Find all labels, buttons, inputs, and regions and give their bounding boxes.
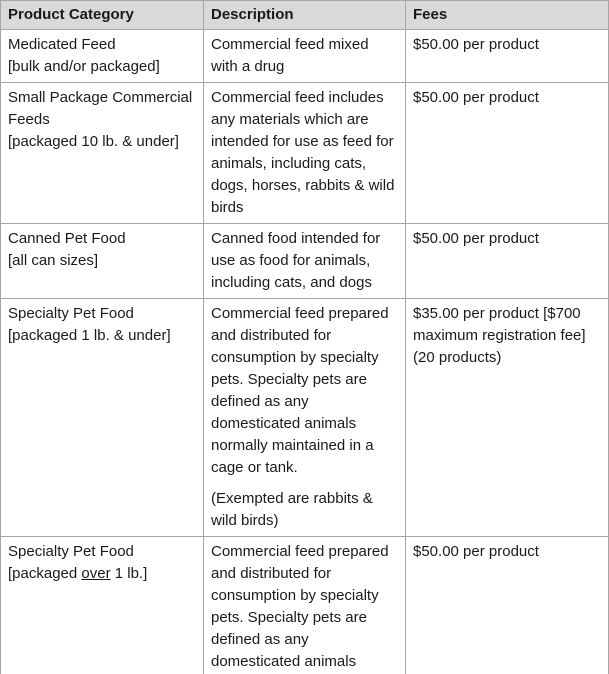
description-text: Commercial feed includes any materials w… (211, 89, 395, 216)
table-row: Small Package Commercial Feeds [packaged… (0, 82, 609, 224)
fee-cell: $35.00 per product [$700 maximum registr… (405, 298, 609, 537)
category-cell: Medicated Feed [bulk and/or packaged] (0, 29, 204, 83)
column-header-product-category: Product Category (0, 0, 204, 30)
category-cell: Specialty Pet Food [packaged over 1 lb.] (0, 536, 204, 674)
fee-text: $50.00 per product (413, 230, 539, 247)
category-cell: Canned Pet Food [all can sizes] (0, 223, 204, 299)
fee-text: $50.00 per product (413, 36, 539, 53)
description-text: Commercial feed prepared and distributed… (211, 305, 389, 476)
table-row: Medicated Feed [bulk and/or packaged] Co… (0, 29, 609, 83)
fee-text: $50.00 per product (413, 89, 539, 106)
category-name: Medicated Feed (8, 36, 116, 53)
description-text: Commercial feed mixed with a drug (211, 36, 369, 75)
table-row: Specialty Pet Food [packaged over 1 lb.]… (0, 536, 609, 674)
fee-cell: $50.00 per product (405, 82, 609, 224)
category-name: Specialty Pet Food (8, 305, 134, 322)
category-cell: Small Package Commercial Feeds [packaged… (0, 82, 204, 224)
description-cell: Commercial feed prepared and distributed… (203, 536, 406, 674)
category-name: Canned Pet Food (8, 230, 126, 247)
column-header-fees: Fees (405, 0, 609, 30)
category-qualifier: [packaged 1 lb. & under] (8, 327, 171, 344)
category-cell: Specialty Pet Food [packaged 1 lb. & und… (0, 298, 204, 537)
category-name: Small Package Commercial Feeds (8, 89, 193, 128)
table-row: Specialty Pet Food [packaged 1 lb. & und… (0, 298, 609, 537)
category-qualifier: [packaged 10 lb. & under] (8, 133, 179, 150)
description-cell: Canned food intended for use as food for… (203, 223, 406, 299)
header-row: Product Category Description Fees (0, 0, 609, 30)
description-cell: Commercial feed prepared and distributed… (203, 298, 406, 537)
fee-cell: $50.00 per product (405, 536, 609, 674)
category-qualifier: [all can sizes] (8, 252, 99, 269)
description-note: (Exempted are rabbits & wild birds) (211, 490, 373, 529)
description-text: Commercial feed prepared and distributed… (211, 543, 389, 670)
fee-text: $35.00 per product [$700 maximum registr… (413, 305, 586, 366)
table-row: Canned Pet Food [all can sizes] Canned f… (0, 223, 609, 299)
description-text: Canned food intended for use as food for… (211, 230, 381, 291)
column-header-description: Description (203, 0, 406, 30)
category-qualifier: [packaged over 1 lb.] (8, 565, 148, 582)
fee-text: $50.00 per product (413, 543, 539, 560)
fee-cell: $50.00 per product (405, 223, 609, 299)
fee-cell: $50.00 per product (405, 29, 609, 83)
description-cell: Commercial feed mixed with a drug (203, 29, 406, 83)
category-qualifier: [bulk and/or packaged] (8, 58, 160, 75)
description-cell: Commercial feed includes any materials w… (203, 82, 406, 224)
category-name: Specialty Pet Food (8, 543, 134, 560)
